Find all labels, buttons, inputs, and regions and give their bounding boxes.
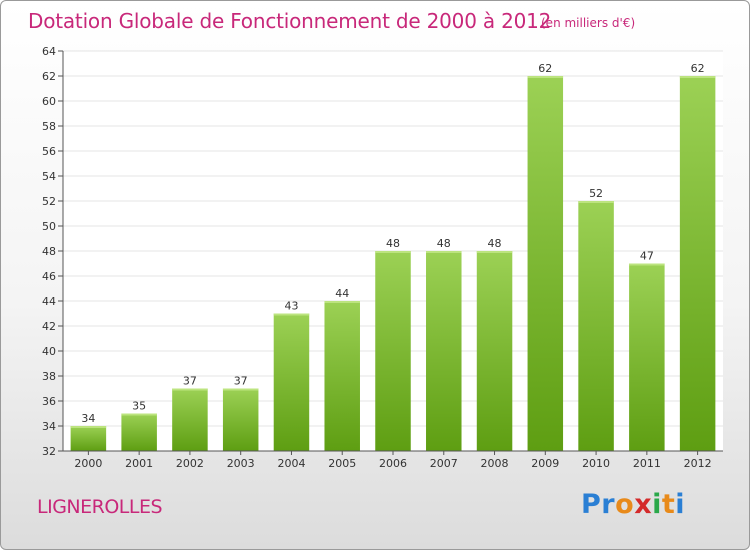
x-tick-label: 2005: [328, 457, 356, 470]
bar-highlight: [273, 313, 310, 316]
bar-highlight: [121, 413, 157, 416]
x-tick-label: 2001: [125, 457, 153, 470]
data-label: 48: [437, 237, 451, 250]
y-tick-label: 42: [42, 320, 56, 333]
x-tick-label: 2011: [633, 457, 661, 470]
data-label: 34: [81, 412, 95, 425]
y-tick-label: 62: [42, 70, 56, 83]
data-label: 37: [234, 375, 248, 388]
data-label: 52: [589, 187, 603, 200]
bar-highlight: [426, 251, 462, 253]
logo-letter: i: [675, 489, 686, 520]
logo-letter: i: [652, 489, 662, 520]
data-label: 35: [132, 400, 146, 413]
bar-highlight: [679, 76, 716, 78]
bar: [222, 388, 259, 451]
bar-highlight: [324, 301, 360, 303]
y-tick-label: 44: [42, 295, 56, 308]
bar: [375, 251, 411, 451]
proxiti-logo: Proxiti: [581, 489, 685, 520]
x-tick-label: 2000: [74, 457, 102, 470]
bar: [578, 201, 614, 451]
data-label: 62: [691, 62, 705, 75]
y-tick-label: 34: [42, 420, 56, 433]
bar-highlight: [70, 426, 107, 428]
y-tick-label: 58: [42, 120, 56, 133]
bar: [476, 251, 513, 451]
y-tick-label: 64: [42, 45, 56, 58]
data-label: 48: [488, 237, 502, 250]
bar-highlight: [375, 251, 411, 253]
x-tick-label: 2007: [430, 457, 458, 470]
bar-highlight: [527, 76, 564, 78]
bar-highlight: [172, 388, 208, 391]
data-label: 37: [183, 375, 197, 388]
y-tick-label: 50: [42, 220, 56, 233]
y-tick-label: 38: [42, 370, 56, 383]
x-tick-label: 2009: [531, 457, 559, 470]
bar: [172, 388, 208, 451]
y-tick-label: 54: [42, 170, 56, 183]
y-tick-label: 48: [42, 245, 56, 258]
y-tick-label: 32: [42, 445, 56, 458]
bar: [679, 76, 716, 451]
x-tick-label: 2003: [227, 457, 255, 470]
bar-highlight: [629, 263, 665, 266]
logo-letter: x: [634, 489, 653, 520]
data-label: 43: [284, 300, 298, 313]
bar-highlight: [578, 201, 614, 203]
x-tick-label: 2012: [684, 457, 712, 470]
bar-highlight: [222, 388, 259, 391]
data-label: 62: [538, 62, 552, 75]
chart-title: Dotation Globale de Fonctionnement de 20…: [28, 9, 552, 33]
chart-subtitle: (en milliers d'€): [541, 16, 636, 30]
bar: [273, 313, 310, 451]
logo-letter: P: [581, 489, 602, 520]
y-tick-label: 56: [42, 145, 56, 158]
bar: [324, 301, 360, 451]
x-tick-label: 2010: [582, 457, 610, 470]
data-label: 44: [335, 287, 349, 300]
y-tick-label: 46: [42, 270, 56, 283]
data-label: 48: [386, 237, 400, 250]
x-tick-label: 2006: [379, 457, 407, 470]
data-label: 47: [640, 250, 654, 263]
x-tick-label: 2002: [176, 457, 204, 470]
x-tick-label: 2008: [481, 457, 509, 470]
logo-letter: o: [615, 489, 635, 520]
logo-letter: r: [601, 489, 616, 520]
x-tick-label: 2004: [277, 457, 305, 470]
y-tick-label: 52: [42, 195, 56, 208]
bar: [629, 263, 665, 451]
bar: [70, 426, 107, 451]
y-tick-label: 40: [42, 345, 56, 358]
commune-name: LIGNEROLLES: [37, 496, 163, 518]
y-tick-label: 60: [42, 95, 56, 108]
bar: [527, 76, 564, 451]
y-tick-label: 36: [42, 395, 56, 408]
logo-letter: t: [661, 489, 676, 520]
bar-highlight: [476, 251, 513, 253]
bar: [121, 413, 157, 451]
bar: [426, 251, 462, 451]
